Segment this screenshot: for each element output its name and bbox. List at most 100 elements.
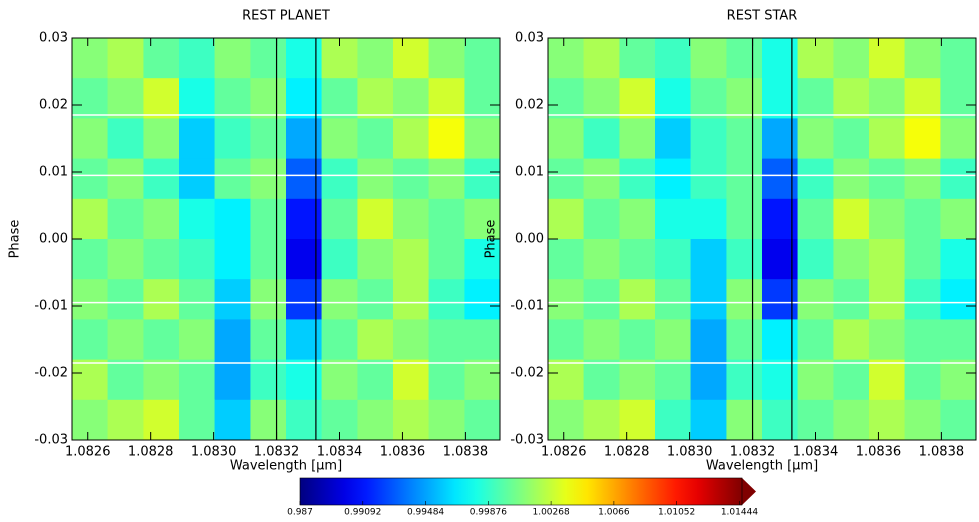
heat-cell (726, 359, 763, 401)
heat-cell (214, 279, 251, 320)
x-tick-label: 1.0836 (380, 445, 426, 460)
heat-cell (655, 78, 692, 119)
heat-cell (869, 319, 906, 361)
y-tick-label: 0.02 (39, 98, 68, 113)
heat-cell (619, 118, 656, 160)
heat-cell (619, 239, 656, 280)
heat-cell (214, 78, 251, 119)
heat-cell (143, 38, 180, 79)
x-tick-label: 1.0834 (317, 445, 363, 460)
x-tick-label: 1.0830 (667, 445, 713, 460)
heat-cell (904, 239, 941, 280)
heat-cell (619, 399, 656, 441)
heat-cell (762, 38, 799, 79)
heat-cell (833, 118, 870, 160)
heat-cell (179, 78, 216, 119)
heat-cell (250, 359, 287, 401)
heat-cell (904, 319, 941, 361)
heat-cell (583, 78, 620, 119)
heat-cell (179, 158, 216, 200)
y-tick-label: -0.01 (34, 299, 68, 314)
heat-cell (619, 78, 656, 119)
x-tick-label: 1.0826 (65, 445, 111, 460)
heat-cell (690, 38, 727, 79)
heat-cell (940, 319, 977, 361)
heat-cell (762, 118, 799, 160)
heat-cell (179, 38, 216, 79)
heat-cell (214, 359, 251, 401)
y-tick-label: -0.02 (510, 366, 544, 381)
heat-cell (286, 158, 323, 200)
heat-cell (726, 38, 763, 79)
heat-cell (690, 279, 727, 320)
colorbar-tick-label: 0.99092 (344, 508, 381, 518)
heat-cell (690, 118, 727, 160)
colorbar (300, 478, 742, 505)
heat-cell (940, 158, 977, 200)
x-tick-label: 1.0830 (191, 445, 237, 460)
heat-cell (72, 158, 109, 200)
heat-cell (548, 78, 585, 119)
heat-cell (143, 279, 180, 320)
heat-cell (548, 319, 585, 361)
x-axis-label: Wavelength [μm] (706, 459, 818, 474)
heat-cell (869, 198, 906, 240)
heat-cell (357, 118, 394, 160)
heat-cell (250, 399, 287, 441)
heat-cell (250, 198, 287, 240)
heat-cell (690, 78, 727, 119)
heat-cell (940, 359, 977, 401)
heat-cell (143, 319, 180, 361)
heat-cell (655, 359, 692, 401)
heat-cell (250, 158, 287, 200)
heat-cell (869, 158, 906, 200)
heat-cell (393, 239, 430, 280)
heat-cell (904, 198, 941, 240)
heat-cell (904, 158, 941, 200)
heat-cell (214, 319, 251, 361)
heat-cell (393, 118, 430, 160)
heat-cell (286, 279, 323, 320)
heat-cell (428, 38, 465, 79)
heat-cell (250, 118, 287, 160)
heat-cell (797, 198, 834, 240)
heat-cell (940, 399, 977, 441)
chart-title: REST STAR (727, 9, 798, 24)
heat-cell (690, 399, 727, 441)
heat-cell (179, 399, 216, 441)
x-tick-label: 1.0832 (730, 445, 776, 460)
heat-cell (655, 38, 692, 79)
heat-cell (655, 198, 692, 240)
heat-cell (726, 399, 763, 441)
heat-cell (464, 158, 501, 200)
heat-cell (869, 239, 906, 280)
y-tick-label: -0.03 (510, 433, 544, 448)
heat-cell (464, 359, 501, 401)
heat-cell (214, 399, 251, 441)
heat-cell (393, 399, 430, 441)
heat-cell (250, 38, 287, 79)
heat-cell (286, 198, 323, 240)
heat-cell (179, 279, 216, 320)
heat-cell (797, 359, 834, 401)
heat-cell (286, 239, 323, 280)
heat-cell (655, 239, 692, 280)
heat-cell (143, 198, 180, 240)
y-tick-label: 0.01 (515, 165, 544, 180)
x-tick-label: 1.0838 (443, 445, 489, 460)
heat-cell (762, 319, 799, 361)
heat-cell (143, 239, 180, 280)
heat-cell (286, 399, 323, 441)
heat-cell (726, 279, 763, 320)
heat-cell (357, 198, 394, 240)
y-tick-label: -0.02 (34, 366, 68, 381)
heat-cell (797, 118, 834, 160)
heat-cell (583, 38, 620, 79)
heat-cell (250, 78, 287, 119)
x-tick-label: 1.0838 (919, 445, 965, 460)
heat-cell (321, 198, 358, 240)
heat-cell (357, 279, 394, 320)
colorbar-tick-label: 1.0066 (598, 508, 630, 518)
heat-cell (428, 239, 465, 280)
heat-cell (619, 359, 656, 401)
